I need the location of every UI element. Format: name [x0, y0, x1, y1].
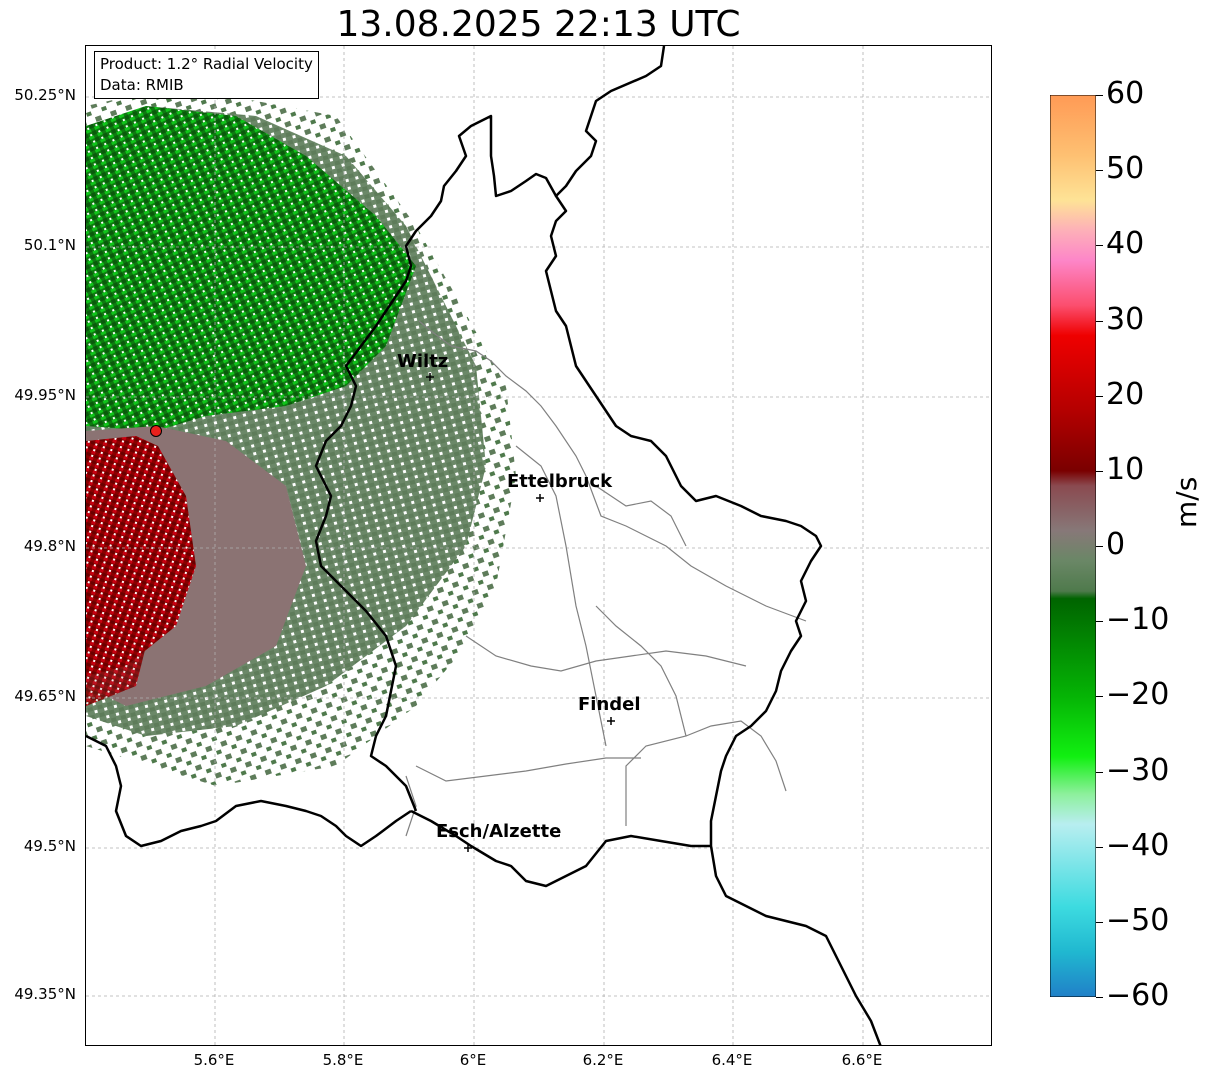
lon-tick: 5.8°E — [322, 1051, 364, 1069]
radar-map — [86, 46, 991, 1045]
city-marker-ettelbruck — [536, 494, 544, 502]
canton-boundaries — [405, 320, 807, 837]
city-marker-wiltz — [426, 373, 434, 381]
lon-tick: 6.6°E — [841, 1051, 883, 1069]
national-borders — [86, 46, 882, 1045]
city-label-esch: Esch/Alzette — [436, 821, 562, 842]
colorbar-tick-mark — [1096, 696, 1103, 698]
colorbar-tick-label: −30 — [1106, 752, 1170, 788]
colorbar-tick-label: −60 — [1106, 978, 1170, 1013]
grid-lines — [86, 46, 991, 1045]
map-area[interactable] — [85, 45, 992, 1046]
colorbar-tick-label: −10 — [1106, 602, 1170, 638]
colorbar-tick-mark — [1096, 546, 1103, 547]
lat-tick: 50.1°N — [23, 236, 76, 254]
lon-tick: 6°E — [459, 1051, 487, 1069]
colorbar-unit-label: m/s — [1170, 476, 1203, 528]
colorbar — [1050, 95, 1096, 997]
city-marker-findel — [607, 717, 615, 725]
colorbar-tick-label: 0 — [1106, 527, 1126, 562]
lon-tick: 5.6°E — [193, 1051, 235, 1069]
colorbar-tick-label: −20 — [1106, 677, 1170, 713]
colorbar-tick-mark — [1096, 771, 1103, 773]
colorbar-tick-label: 10 — [1106, 451, 1145, 487]
colorbar-tick-mark — [1096, 997, 1103, 998]
colorbar-tick-label: 30 — [1106, 301, 1145, 337]
lat-tick: 49.95°N — [14, 386, 76, 404]
colorbar-tick-mark — [1096, 245, 1103, 247]
colorbar-tick-label: −40 — [1106, 827, 1170, 863]
colorbar-tick-mark — [1096, 320, 1103, 322]
radar-site-marker — [150, 425, 162, 437]
colorbar-tick-label: 60 — [1106, 76, 1145, 111]
colorbar-tick-label: 50 — [1106, 151, 1145, 187]
colorbar-tick-label: −50 — [1106, 902, 1170, 938]
city-label-findel: Findel — [578, 694, 641, 715]
lon-tick: 6.4°E — [711, 1051, 753, 1069]
city-marker-esch — [464, 844, 472, 852]
city-label-ettelbruck: Ettelbruck — [507, 471, 613, 492]
lat-tick: 49.65°N — [14, 687, 76, 705]
map-title: 13.08.2025 22:13 UTC — [336, 4, 741, 45]
colorbar-tick-mark — [1096, 95, 1103, 96]
product-label: Product: 1.2° Radial Velocity — [100, 55, 313, 73]
info-box: Product: 1.2° Radial Velocity Data: RMIB — [94, 51, 319, 99]
lat-tick: 49.35°N — [14, 985, 76, 1003]
colorbar-tick-mark — [1096, 621, 1103, 623]
city-label-wiltz: Wiltz — [397, 351, 449, 372]
data-source-label: Data: RMIB — [100, 76, 184, 94]
colorbar-tick-label: 40 — [1106, 226, 1145, 262]
colorbar-tick-mark — [1096, 170, 1103, 172]
lat-tick: 49.5°N — [23, 837, 76, 855]
colorbar-tick-mark — [1096, 470, 1103, 472]
lon-tick: 6.2°E — [582, 1051, 624, 1069]
colorbar-tick-mark — [1096, 395, 1103, 397]
colorbar-tick-mark — [1096, 921, 1103, 923]
lat-tick: 50.25°N — [14, 86, 76, 104]
radar-echoes — [86, 86, 516, 786]
lat-tick: 49.8°N — [23, 537, 76, 555]
colorbar-tick-mark — [1096, 846, 1103, 848]
colorbar-tick-label: 20 — [1106, 376, 1145, 412]
city-markers — [426, 373, 615, 852]
